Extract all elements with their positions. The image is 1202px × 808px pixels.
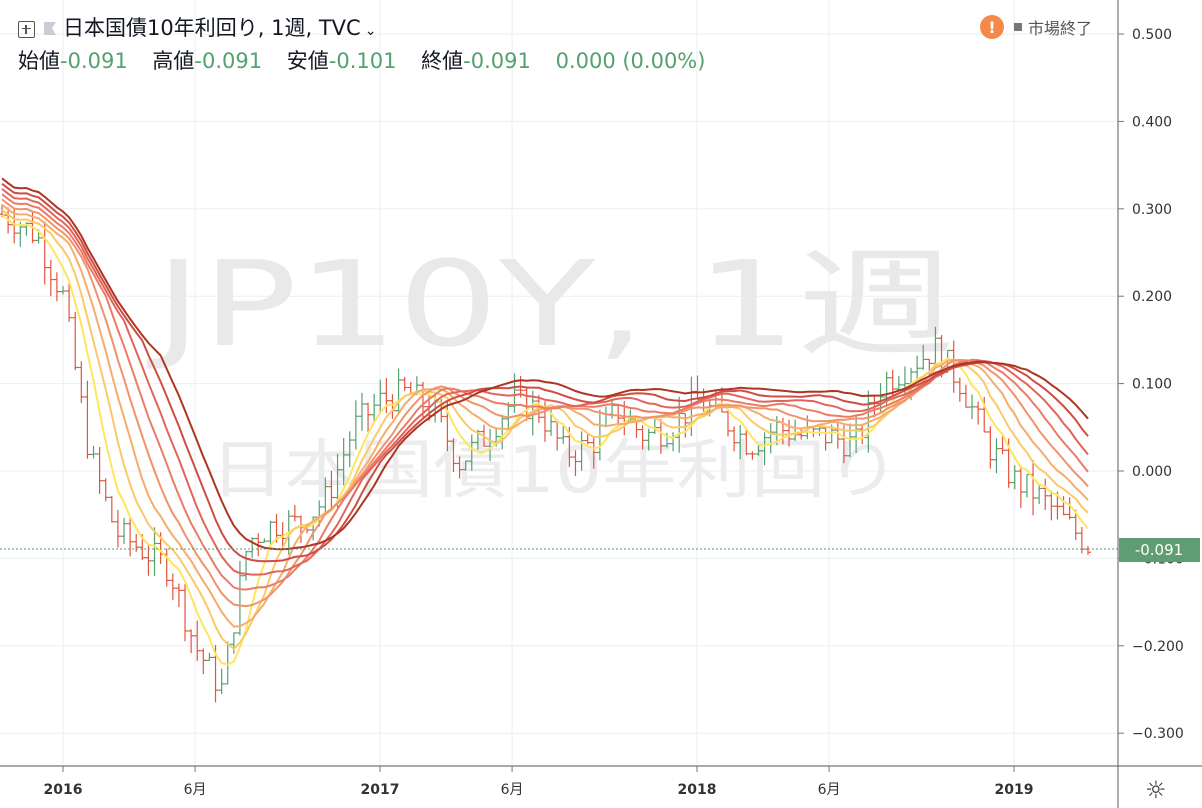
expand-icon[interactable] xyxy=(18,20,35,38)
watermark-symbol: JP10Y, 1週 xyxy=(146,235,955,373)
high-value: -0.091 xyxy=(194,49,263,73)
last-price-text: -0.091 xyxy=(1135,541,1183,559)
ma-line xyxy=(1,193,1089,591)
symbol-header[interactable]: 日本国債10年利回り, 1週, TVC ⌄ xyxy=(18,12,376,42)
ohlc-legend: 始値-0.091 高値-0.091 安値-0.101 終値-0.091 0.00… xyxy=(18,45,723,75)
x-tick-label: 6月 xyxy=(818,782,841,798)
last-price-label: -0.091 xyxy=(1119,538,1200,562)
ma-ribbon xyxy=(1,177,1089,666)
x-tick-label: 2016 xyxy=(44,782,83,798)
settings-gear-icon[interactable]: ☼ xyxy=(1145,776,1167,804)
warning-icon[interactable]: ! xyxy=(980,15,1004,39)
symbol-title[interactable]: 日本国債10年利回り xyxy=(63,16,258,40)
y-tick-label: 0.100 xyxy=(1132,377,1172,393)
x-tick-label: 2018 xyxy=(678,782,717,798)
change-value: 0.000 (0.00%) xyxy=(555,49,706,73)
low-label: 安値 xyxy=(286,49,329,73)
y-tick-label: 0.300 xyxy=(1132,202,1172,218)
y-tick-label: 0.000 xyxy=(1132,464,1172,480)
watermark: JP10Y, 1週 日本国債10年利回り xyxy=(146,235,955,508)
ma-line xyxy=(1,182,1089,563)
title-separator: , xyxy=(257,16,272,40)
time-axis[interactable]: 2016 6月 2017 6月 2018 6月 2019 xyxy=(44,766,1034,798)
x-tick-label: 2017 xyxy=(361,782,400,798)
x-tick-label: 6月 xyxy=(184,782,207,798)
chevron-down-icon[interactable]: ⌄ xyxy=(364,23,377,39)
close-value: -0.091 xyxy=(463,49,531,73)
x-tick-label: 6月 xyxy=(501,782,524,798)
high-label: 高値 xyxy=(152,49,195,73)
interval-separator: , xyxy=(305,16,319,40)
status-dot-icon xyxy=(1014,23,1022,31)
close-label: 終値 xyxy=(421,49,464,73)
price-axis[interactable]: 0.5000.4000.3000.2000.1000.000−0.100−0.2… xyxy=(1118,27,1184,742)
y-tick-label: −0.300 xyxy=(1132,726,1184,742)
last-price-badge xyxy=(1119,538,1200,562)
y-tick-label: 0.400 xyxy=(1132,114,1172,130)
flag-icon xyxy=(44,22,56,35)
market-status: ! 市場終了 xyxy=(980,15,1092,39)
grid xyxy=(0,0,1118,766)
open-label: 始値 xyxy=(18,49,60,73)
ma-line xyxy=(1,198,1089,608)
y-tick-label: −0.200 xyxy=(1132,639,1184,655)
symbol-interval[interactable]: 1週 xyxy=(271,16,306,40)
low-value: -0.101 xyxy=(328,49,397,73)
market-status-text: 市場終了 xyxy=(1028,19,1093,38)
open-value: -0.091 xyxy=(60,49,128,73)
y-tick-label: 0.200 xyxy=(1132,289,1172,305)
ma-line xyxy=(1,177,1089,551)
symbol-source[interactable]: TVC xyxy=(318,16,361,40)
x-tick-label: 2019 xyxy=(995,782,1034,798)
y-tick-label: 0.500 xyxy=(1132,27,1172,43)
ma-line xyxy=(1,188,1089,576)
watermark-name: 日本国債10年利回り xyxy=(210,434,900,508)
